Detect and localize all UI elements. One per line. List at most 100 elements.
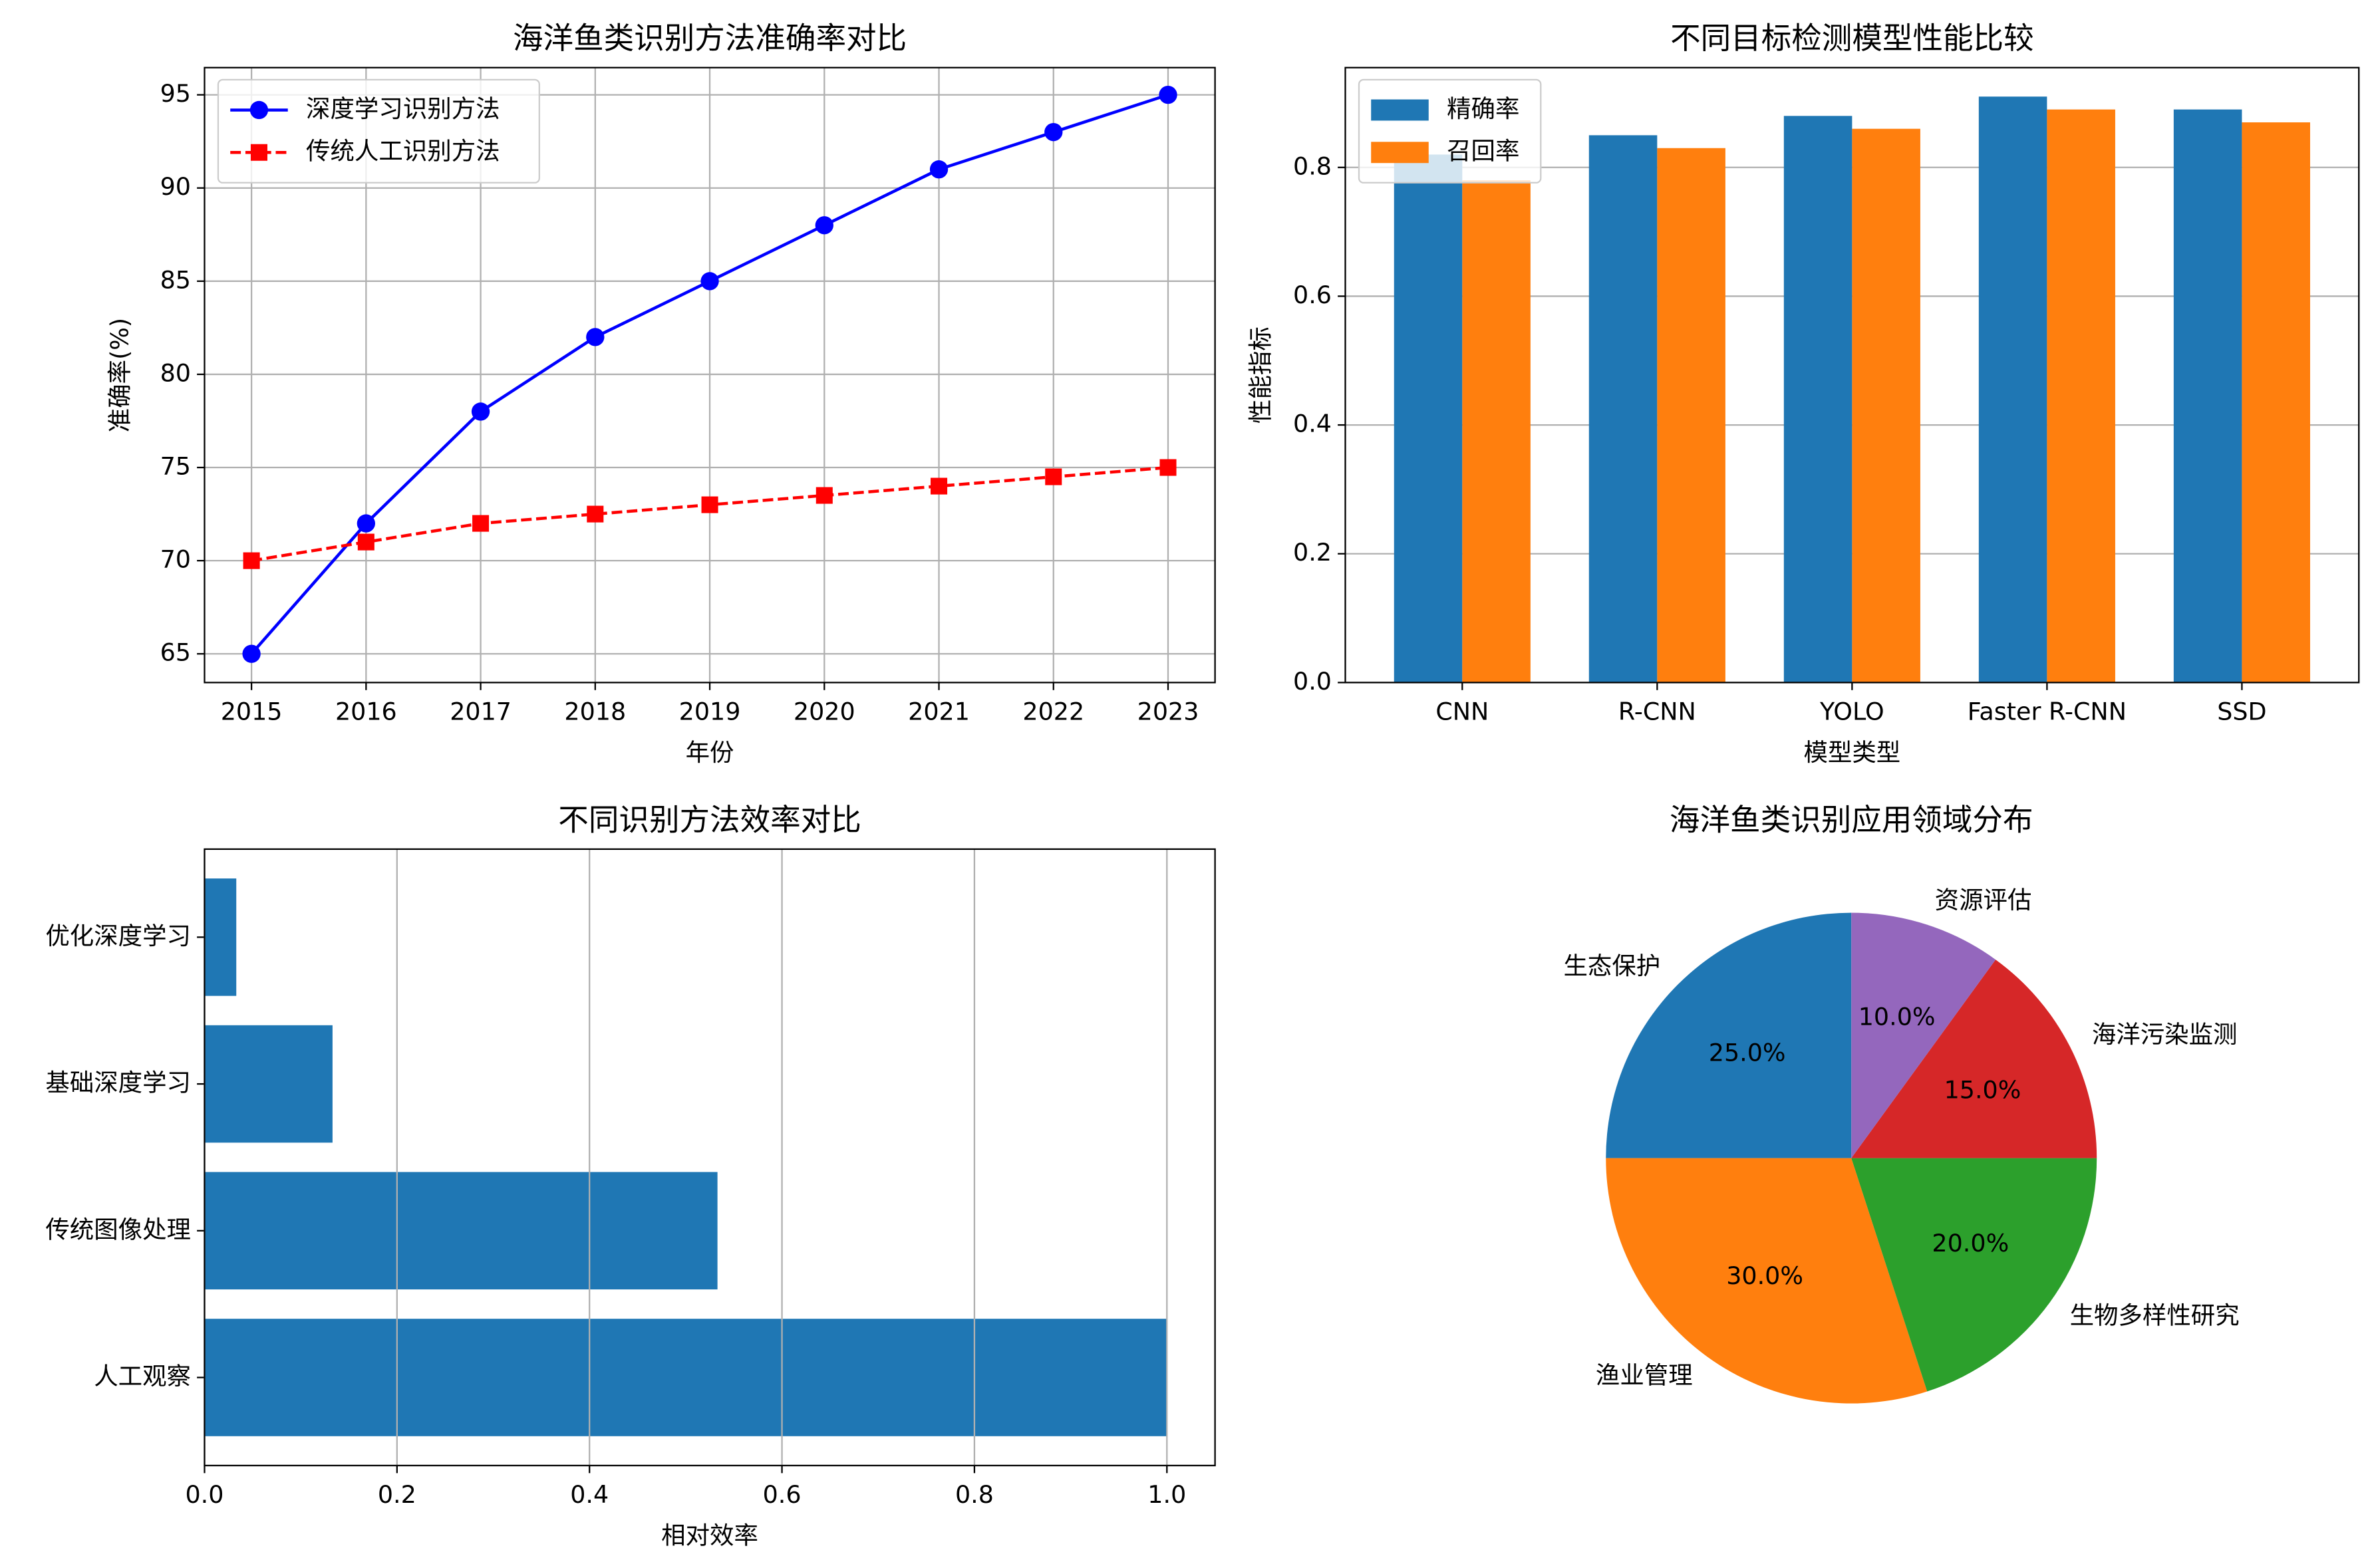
axes-frame: [1344, 66, 2360, 684]
x-tick-label: 2022: [1022, 697, 1084, 725]
y-tick-label: 0.8: [1293, 152, 1332, 180]
legend-label: 召回率: [1447, 137, 1519, 166]
point: [250, 144, 267, 161]
y-tick-label: 优化深度学习: [45, 922, 191, 950]
x-tick-label: 0.4: [570, 1480, 609, 1509]
x-tick-label: 0.6: [763, 1480, 802, 1509]
legend-swatch: [1371, 142, 1429, 164]
point: [1159, 459, 1177, 476]
x-tick-label: 2015: [221, 697, 283, 725]
point: [471, 402, 490, 421]
point: [816, 487, 833, 504]
value-label: 20.0%: [1932, 1229, 2009, 1257]
x-axis-label: 模型类型: [1803, 738, 1900, 767]
y-tick-label: 80: [160, 358, 191, 387]
y-tick-label: 人工观察: [94, 1362, 191, 1390]
y-tick-label: 基础深度学习: [45, 1069, 191, 1097]
chart-title: 不同识别方法效率对比: [558, 802, 861, 837]
x-tick-label: 0.8: [955, 1480, 994, 1509]
legend-box: [217, 78, 540, 184]
value-label: 15.0%: [1944, 1076, 2021, 1105]
y-axis-label: 准确率(%): [106, 318, 134, 432]
x-tick-label: 2020: [794, 697, 855, 725]
point: [357, 514, 376, 533]
axes-frame: [204, 66, 1216, 684]
x-tick-label: SSD: [2217, 697, 2266, 725]
value-label: 25.0%: [1709, 1039, 1786, 1067]
y-tick-label: 75: [160, 452, 191, 481]
point: [1045, 468, 1062, 485]
x-tick-label: 0.2: [378, 1480, 416, 1509]
chart-title: 不同目标检测模型性能比较: [1670, 21, 2034, 56]
x-tick-label: CNN: [1435, 697, 1489, 725]
bar: [1462, 180, 1531, 683]
x-tick-label: 2023: [1137, 697, 1199, 725]
value-label: 10.0%: [1858, 1003, 1936, 1031]
y-axis-label: 性能指标: [1247, 327, 1275, 424]
y-tick-label: 0.2: [1293, 538, 1332, 567]
chart-title: 海洋鱼类识别应用领域分布: [1670, 802, 2033, 837]
y-tick-label: 0.6: [1293, 281, 1332, 309]
wedge: [1606, 1158, 1928, 1404]
point: [1044, 122, 1063, 142]
bar: [1657, 148, 1725, 683]
slice-label: 资源评估: [1935, 886, 2032, 914]
point: [357, 533, 374, 551]
x-tick-label: YOLO: [1819, 697, 1884, 725]
y-tick-label: 65: [160, 638, 191, 667]
y-tick-label: 85: [160, 265, 191, 294]
bar: [1783, 116, 1853, 683]
point: [700, 272, 719, 291]
legend-label: 精确率: [1447, 94, 1519, 123]
value-label: 30.0%: [1726, 1261, 1803, 1290]
legend-label: 传统人工识别方法: [306, 137, 500, 166]
wedge: [1851, 1158, 2097, 1392]
bar: [1978, 96, 2047, 683]
bar: [204, 1025, 333, 1143]
bar: [1852, 128, 1920, 683]
bar: [204, 1319, 1167, 1436]
point: [242, 644, 261, 663]
x-tick-label: 0.0: [185, 1480, 223, 1509]
legend-label: 深度学习识别方法: [306, 94, 500, 123]
slice-label: 生物多样性研究: [2070, 1301, 2240, 1330]
chart-title: 海洋鱼类识别方法准确率对比: [513, 21, 907, 56]
point: [931, 477, 948, 495]
x-tick-label: 2017: [450, 697, 512, 725]
legend-swatch: [1371, 99, 1429, 121]
y-tick-label: 0.0: [1293, 667, 1332, 696]
bar: [204, 1172, 718, 1290]
point: [815, 216, 833, 235]
x-tick-label: 2021: [908, 697, 970, 725]
bar: [2047, 109, 2115, 683]
bar: [2242, 122, 2310, 683]
y-tick-label: 传统图像处理: [45, 1215, 191, 1243]
y-tick-label: 95: [160, 79, 191, 108]
point: [701, 496, 718, 513]
x-axis-label: 相对效率: [661, 1521, 758, 1549]
x-tick-label: 2018: [564, 697, 626, 725]
point: [472, 515, 490, 532]
bar: [204, 878, 237, 996]
wedge: [1851, 960, 2097, 1158]
point: [249, 100, 269, 120]
x-tick-label: 2016: [335, 697, 397, 725]
slice-label: 海洋污染监测: [2092, 1020, 2238, 1049]
x-tick-label: 1.0: [1147, 1480, 1186, 1509]
wedge: [1851, 912, 1996, 1158]
y-tick-label: 90: [160, 172, 191, 201]
bar: [2173, 109, 2242, 683]
bar: [1394, 154, 1463, 683]
y-tick-label: 0.4: [1293, 410, 1332, 438]
slice-label: 渔业管理: [1596, 1361, 1693, 1389]
x-tick-label: 2019: [679, 697, 741, 725]
point: [929, 160, 949, 179]
x-tick-label: R-CNN: [1618, 697, 1696, 725]
x-tick-label: Faster R-CNN: [1968, 697, 2127, 725]
y-tick-label: 70: [160, 545, 191, 574]
x-axis-label: 年份: [686, 738, 734, 767]
axes-frame: [204, 848, 1216, 1467]
point: [1159, 85, 1177, 104]
